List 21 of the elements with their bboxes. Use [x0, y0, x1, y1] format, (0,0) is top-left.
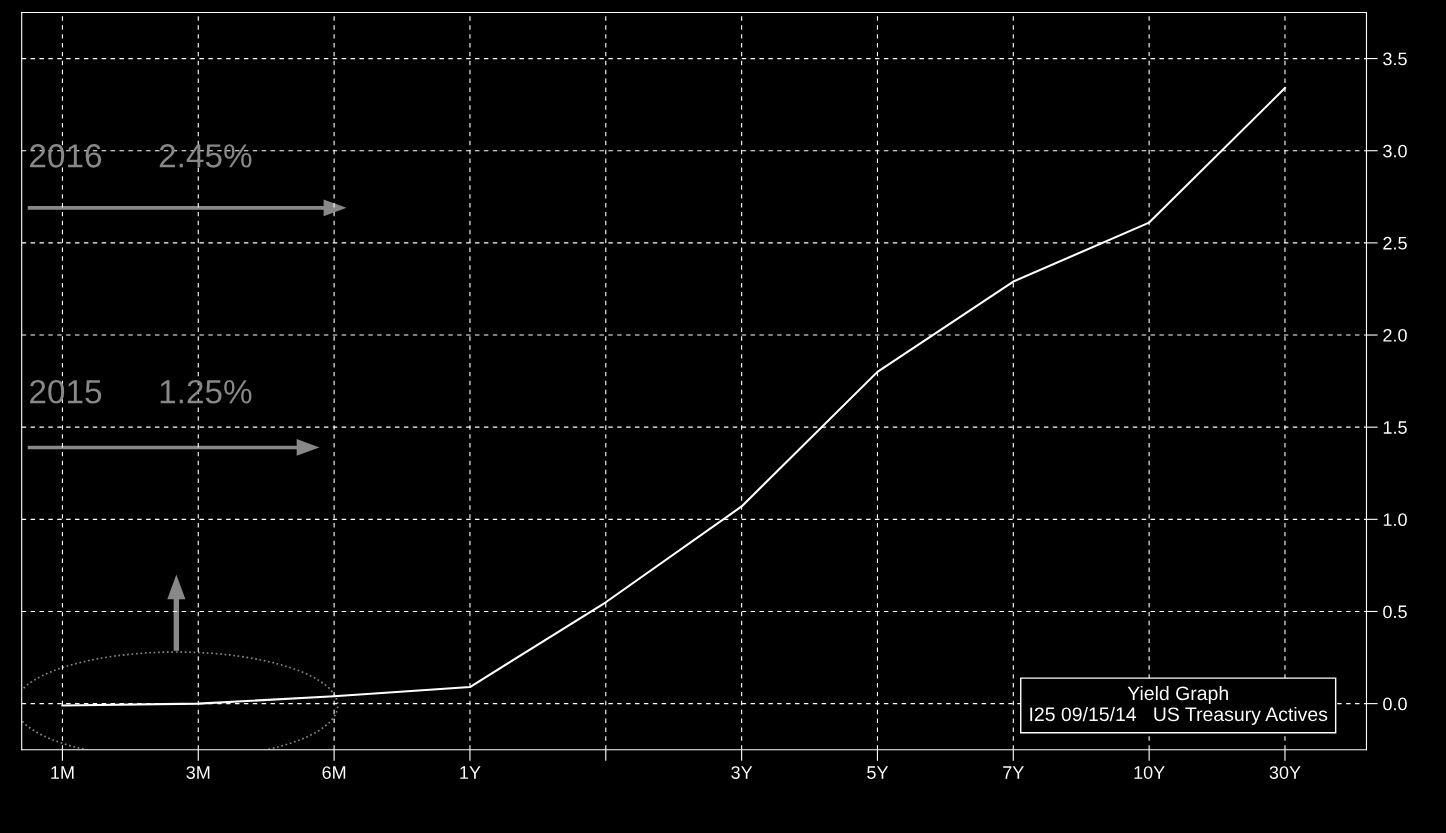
x-tick-label: 10Y: [1134, 766, 1165, 779]
x-tick-label: 6M: [322, 766, 346, 779]
y-tick-label: 3.0: [1383, 144, 1407, 158]
annotation: 2015 1.25%: [30, 379, 252, 404]
x-tick-label: 30Y: [1269, 766, 1301, 779]
y-tick-label: 2.5: [1383, 236, 1407, 250]
x-tick-label: 3Y: [731, 766, 753, 779]
y-tick-label: 2.0: [1383, 328, 1407, 342]
annotation: 2016 2.45%: [30, 144, 252, 168]
y-tick-label: 3.5: [1383, 52, 1407, 66]
y-tick-label: 0.5: [1383, 605, 1407, 619]
x-tick-label: 7Y: [1003, 766, 1024, 779]
x-tick-label: 3M: [186, 766, 210, 779]
y-tick-label: 0.0: [1383, 697, 1407, 711]
x-tick-label: 5Y: [867, 766, 889, 779]
annotation: I25 09/15/14 US Treasury Actives: [1030, 706, 1328, 725]
x-tick-label: 1M: [51, 766, 74, 779]
y-tick-label: 1.5: [1383, 421, 1407, 434]
annotation: Yield Graph: [1127, 685, 1228, 705]
y-tick-label: 1.0: [1383, 513, 1407, 527]
x-tick-label: 1Y: [460, 766, 481, 779]
